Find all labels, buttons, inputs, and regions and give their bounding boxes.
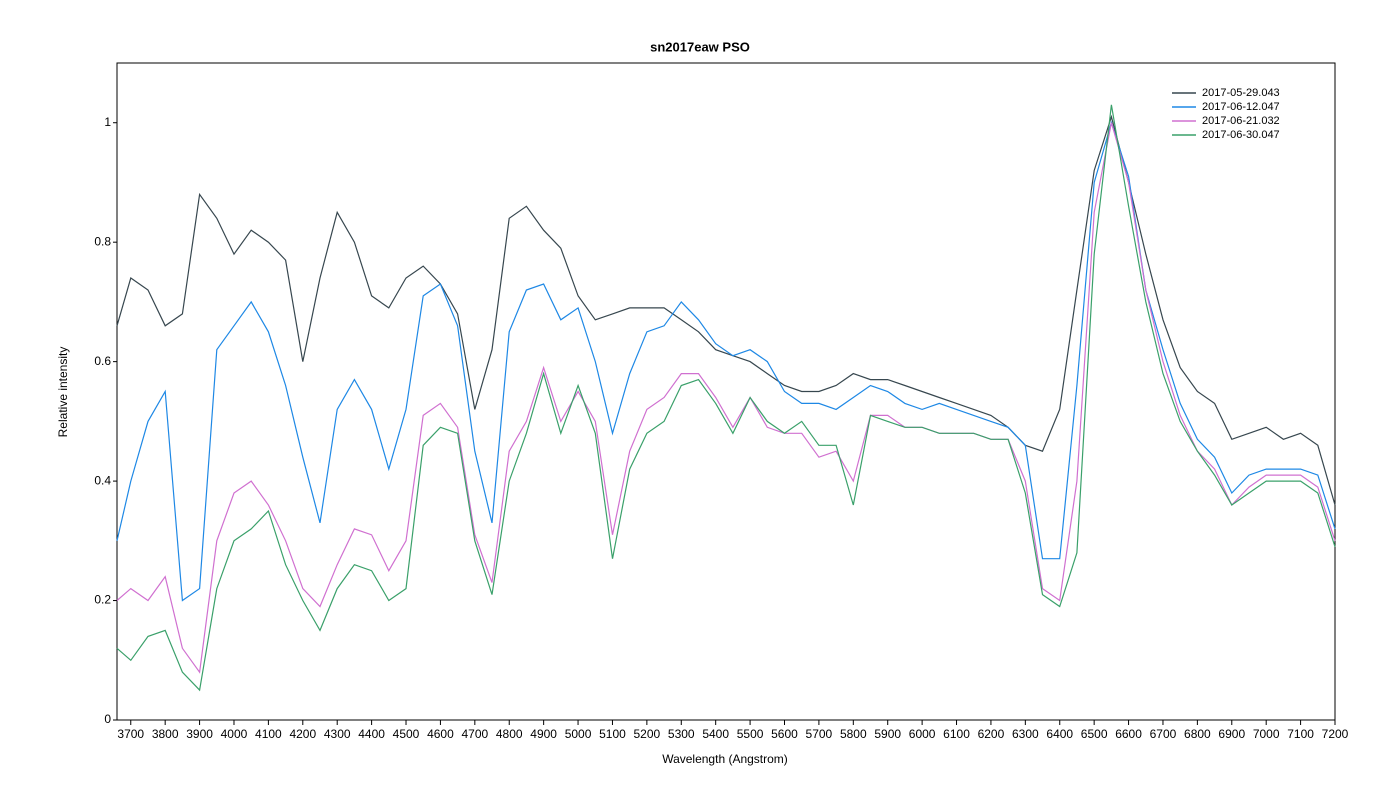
x-tick-label: 6100 [943,727,970,741]
x-tick-label: 7000 [1253,727,1280,741]
x-tick-label: 6700 [1150,727,1177,741]
plot-frame [116,62,1336,721]
series-line [116,122,1336,674]
x-tick-label: 5500 [737,727,764,741]
x-tick-label: 4200 [289,727,316,741]
x-tick-label: 6400 [1046,727,1073,741]
x-tick-label: 7200 [1322,727,1349,741]
x-tick-label: 6900 [1218,727,1245,741]
y-axis-label: Relative intensity [56,347,70,438]
x-tick-label: 6200 [978,727,1005,741]
y-tick-label: 0.8 [94,234,111,248]
x-tick-label: 6300 [1012,727,1039,741]
x-tick-label: 5700 [806,727,833,741]
x-tick-label: 5200 [634,727,661,741]
x-tick-label: 6600 [1115,727,1142,741]
x-tick-label: 4400 [358,727,385,741]
x-tick-label: 5600 [771,727,798,741]
x-tick-label: 6500 [1081,727,1108,741]
x-tick-label: 5000 [565,727,592,741]
y-tick-label: 0.4 [94,473,111,487]
series-line [116,120,1336,602]
x-tick-label: 5800 [840,727,867,741]
x-tick-label: 4700 [461,727,488,741]
x-tick-label: 5100 [599,727,626,741]
legend-label: 2017-06-21.032 [1202,115,1280,127]
y-tick-label: 1 [104,115,111,129]
y-tick-label: 0.6 [94,354,111,368]
x-tick-label: 5900 [874,727,901,741]
x-tick-label: 4500 [393,727,420,741]
x-tick-label: 4800 [496,727,523,741]
x-tick-label: 6800 [1184,727,1211,741]
legend: 2017-05-29.043 2017-06-12.047 2017-06-21.0… [1172,87,1280,141]
x-tick-label: 4600 [427,727,454,741]
x-tick-label: 5400 [702,727,729,741]
x-tick-label: 6000 [909,727,936,741]
chart-title: sn2017eaw PSO [650,39,750,54]
series-line [116,104,1336,692]
x-tick-label: 4900 [530,727,557,741]
x-axis-label: Wavelength (Angstrom) [662,752,788,766]
x-tick-label: 3700 [117,727,144,741]
legend-label: 2017-06-30.047 [1202,129,1280,141]
legend-label: 2017-05-29.043 [1202,87,1280,99]
legend-label: 2017-06-12.047 [1202,101,1280,113]
x-tick-label: 4300 [324,727,351,741]
x-tick-label: 3900 [186,727,213,741]
x-tick-label: 3800 [152,727,179,741]
x-tick-label: 4100 [255,727,282,741]
y-tick-label: 0.2 [94,593,111,607]
y-tick-label: 0 [104,712,111,726]
x-tick-label: 5300 [668,727,695,741]
x-tick-label: 4000 [221,727,248,741]
x-tick-label: 7100 [1287,727,1314,741]
